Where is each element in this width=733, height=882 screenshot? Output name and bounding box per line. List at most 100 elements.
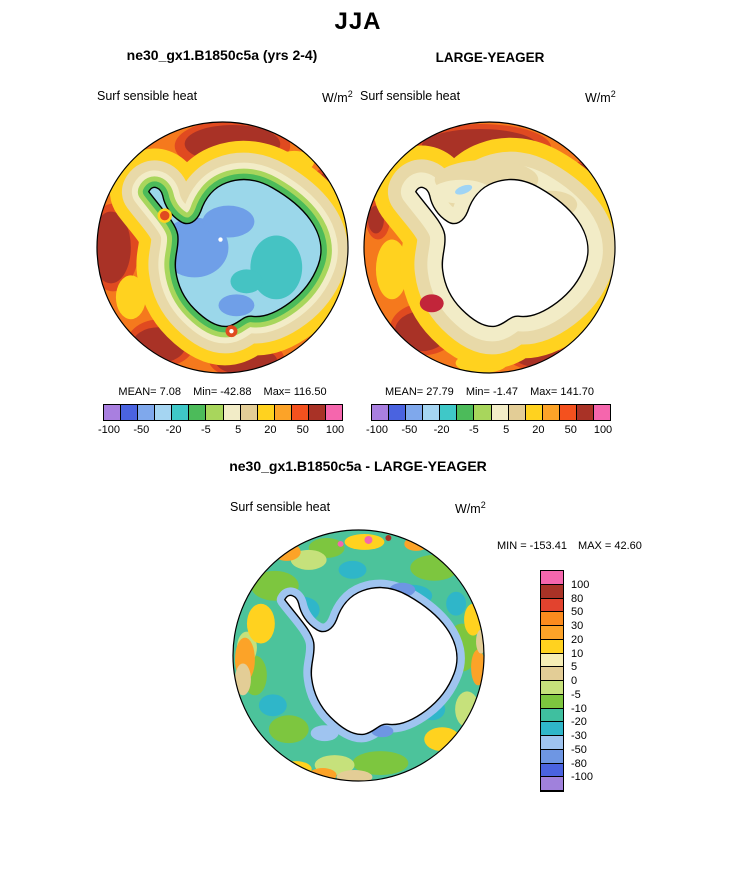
colorbar-segment <box>240 405 258 420</box>
diff-polar-map <box>232 529 485 782</box>
max-value: 42.60 <box>614 540 642 552</box>
colorbar-segment <box>541 584 563 599</box>
colorbar-segment <box>541 667 563 681</box>
obs-colorbar-ticks: -100 -50 -20 -5 5 20 50 100 <box>366 424 613 438</box>
colorbar-segment <box>155 405 173 420</box>
obs-polar-map <box>363 121 616 374</box>
colorbar-tick-label: -5 <box>571 688 581 701</box>
colorbar-segment <box>308 405 327 420</box>
colorbar-tick-label: 20 <box>264 424 277 436</box>
colorbar-segment <box>541 639 563 654</box>
colorbar-segment <box>541 598 563 613</box>
model-polar-map <box>96 121 349 374</box>
colorbar-tick-label: 80 <box>571 592 584 605</box>
colorbar-tick-label: 20 <box>532 424 545 436</box>
colorbar-tick-label: -5 <box>200 424 211 436</box>
max-value: 116.50 <box>293 386 327 398</box>
colorbar-segment <box>541 694 563 709</box>
colorbar-segment <box>541 681 563 695</box>
colorbar-tick-label: -5 <box>468 424 479 436</box>
colorbar-segment <box>541 749 563 764</box>
units-base: W/m <box>585 91 611 106</box>
map-border <box>363 121 616 374</box>
colorbar-tick-label: -20 <box>571 716 587 729</box>
colorbar-tick-label: 50 <box>564 424 577 436</box>
model-units-label: W/m2 <box>322 89 353 105</box>
colorbar-tick-label: 5 <box>503 424 510 436</box>
colorbar-segment <box>541 736 563 750</box>
min-label: Min= <box>193 386 218 398</box>
colorbar-tick-label: 30 <box>571 620 584 632</box>
min-value: -42.88 <box>220 386 252 398</box>
hotspot-south-core <box>229 328 234 334</box>
units-base: W/m <box>322 91 348 106</box>
units-exponent: 2 <box>610 89 616 99</box>
diff-panel-title: ne30_gx1.B1850c5a - LARGE-YEAGER <box>229 458 487 474</box>
colorbar-segment <box>576 405 595 420</box>
min-value: -153.41 <box>529 540 567 552</box>
colorbar-tick-label: 100 <box>593 424 613 436</box>
dark-red-spot <box>385 534 392 541</box>
colorbar-segment <box>104 405 122 420</box>
colorbar-tick-label: -50 <box>571 743 587 756</box>
light-blue-blob <box>310 725 339 742</box>
colorbar-segment <box>389 405 407 420</box>
obs-units-label: W/m2 <box>585 89 616 105</box>
colorbar-segment <box>189 405 207 420</box>
max-value: 141.70 <box>560 386 594 398</box>
colorbar-segment <box>541 653 563 668</box>
coastline <box>283 586 458 736</box>
colorbar-segment <box>508 405 526 420</box>
colorbar-segment <box>541 708 563 723</box>
model-colorbar <box>103 404 343 421</box>
colorbar-segment <box>541 722 563 736</box>
pink-contour-spots <box>337 535 373 547</box>
colorbar-segment <box>121 405 139 420</box>
colorbar-tick-label: -50 <box>133 424 150 436</box>
mean-value: 27.79 <box>426 386 454 398</box>
antarctica-continent <box>284 587 457 735</box>
colorbar-segment <box>525 405 543 420</box>
colorbar-tick-label: 100 <box>325 424 345 436</box>
diff-stats-line: MIN = -153.41 MAX = 42.60 <box>497 540 642 552</box>
colorbar-segment <box>541 777 563 791</box>
units-exponent: 2 <box>480 500 486 510</box>
model-field-label: Surf sensible heat <box>97 89 198 103</box>
model-stats-line: MEAN= 7.08 Min= -42.88 Max= 116.50 <box>95 386 350 398</box>
colorbar-tick-label: -100 <box>97 424 121 436</box>
colorbar-tick-label: -100 <box>365 424 389 436</box>
colorbar-segment <box>291 405 309 420</box>
colorbar-tick-label: -100 <box>571 771 594 784</box>
colorbar-tick-label: 5 <box>571 661 578 674</box>
colorbar-tick-label: 5 <box>235 424 242 436</box>
colorbar-segment <box>372 405 390 420</box>
colorbar-segment <box>423 405 441 420</box>
colorbar-segment <box>542 405 560 420</box>
diff-map-layers <box>232 529 485 782</box>
max-label: Max= <box>530 386 558 398</box>
diff-units-label: W/m2 <box>455 500 486 516</box>
obs-field-label: Surf sensible heat <box>360 89 461 103</box>
colorbar-tick-label: 10 <box>571 647 584 660</box>
obs-stats-line: MEAN= 27.79 Min= -1.47 Max= 141.70 <box>362 386 617 398</box>
diff-colorbar: 100 80 50 30 20 10 5 0 -5 -10 -20 -30 -50 -80 -100 <box>540 570 593 792</box>
min-value: -1.47 <box>492 386 519 398</box>
colorbar-tick-label: 100 <box>571 578 590 591</box>
colorbar-tick-label: -20 <box>433 424 450 436</box>
coastal-sliver <box>455 184 473 195</box>
colorbar-segment <box>172 405 190 420</box>
colorbar-segment <box>474 405 492 420</box>
coastline <box>147 178 322 328</box>
colorbar-segment <box>257 405 275 420</box>
colorbar-tick-label: -50 <box>401 424 418 436</box>
colorbar-segment <box>541 612 563 626</box>
units-base: W/m <box>455 502 481 517</box>
colorbar-segment <box>406 405 424 420</box>
colorbar-tick-label: 0 <box>571 675 578 687</box>
colorbar-segment <box>541 571 563 585</box>
colorbar-tick-label: -10 <box>571 702 587 715</box>
obs-map-layers <box>363 121 616 374</box>
max-label: MAX = <box>578 540 612 552</box>
mean-label: MEAN= <box>118 386 157 398</box>
